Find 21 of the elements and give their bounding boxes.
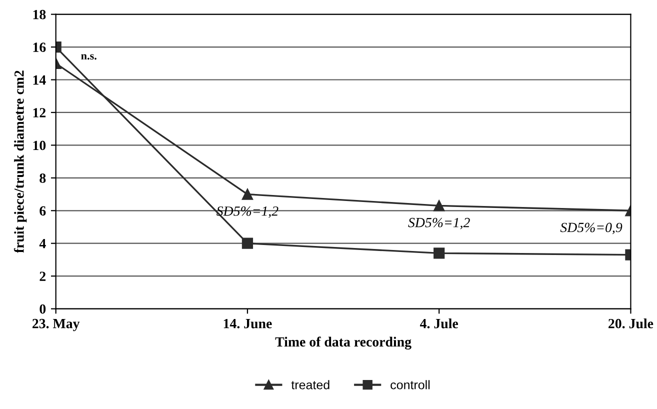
y-tick-label: 2 <box>40 272 46 281</box>
legend-label: controll <box>390 380 430 390</box>
x-axis-title: Time of data recording <box>275 336 412 350</box>
y-tick-label: 18 <box>33 10 46 20</box>
y-tick-label: 10 <box>33 140 46 150</box>
y-tick-label: 14 <box>33 75 46 85</box>
y-tick-label: 0 <box>40 304 46 314</box>
y-tick-label: 16 <box>33 42 46 52</box>
x-tick-label: 4. Jule <box>420 318 458 328</box>
legend-label: treated <box>291 380 330 390</box>
y-tick-label: 12 <box>33 108 46 118</box>
y-axis-title: fruit piece/trunk diametre cm2 <box>14 70 27 253</box>
x-tick-label: 23. May <box>32 318 80 332</box>
y-tick-label: 8 <box>40 174 46 183</box>
x-tick-label: 20. Jule <box>608 318 654 328</box>
annotation: SD5%=0,9 <box>560 222 622 234</box>
y-tick-label: 4 <box>39 239 46 248</box>
annotation: n.s. <box>81 54 96 60</box>
annotation: SD5%=1,2 <box>408 218 470 230</box>
x-tick-label: 14. June <box>224 318 272 328</box>
y-tick-label: 6 <box>40 206 46 216</box>
